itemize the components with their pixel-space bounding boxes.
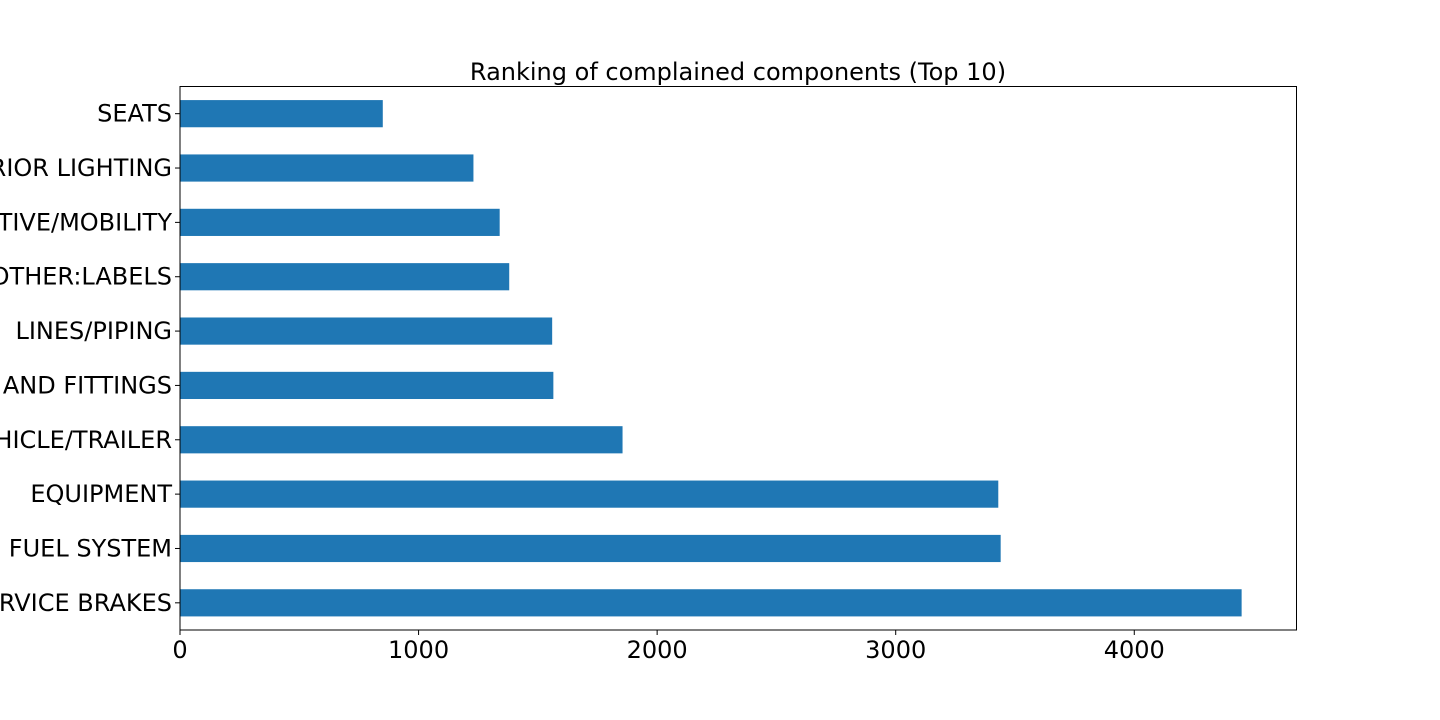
y-tick-label: LINES/PIPING [15, 317, 172, 345]
plot-frame [179, 86, 1297, 631]
chart-title: Ranking of complained components (Top 10… [470, 58, 1006, 86]
y-tick-label: AND FITTINGS [3, 371, 172, 399]
bar [180, 317, 553, 345]
bar [180, 208, 500, 236]
bar [180, 589, 1242, 617]
y-tick-label: HICLE/TRAILER [0, 426, 172, 454]
bar [180, 426, 623, 454]
bar [180, 154, 474, 182]
x-tick-label: 1000 [388, 636, 449, 664]
bars-layer [180, 100, 1242, 617]
x-tick-label: 2000 [627, 636, 688, 664]
y-tick-label: RIOR LIGHTING [0, 154, 172, 182]
y-tick-label: RVICE BRAKES [0, 589, 172, 617]
bar [180, 100, 383, 128]
x-tick-label: 3000 [865, 636, 926, 664]
y-tick-label: SEATS [97, 100, 172, 128]
y-tick-label: TIVE/MOBILITY [0, 208, 172, 236]
bar [180, 263, 510, 291]
y-tick-label: EQUIPMENT [30, 480, 172, 508]
x-tick-label: 0 [172, 636, 187, 664]
ticks-layer: SEATS RIOR LIGHTING TIVE/MOBILITY OTHER:LAB… [0, 100, 1165, 664]
y-tick-label: FUEL SYSTEM [9, 534, 172, 562]
bar [180, 480, 999, 508]
bar [180, 534, 1001, 563]
y-tick-label: OTHER:LABELS [0, 263, 172, 291]
bar [180, 371, 554, 400]
x-tick-label: 4000 [1104, 636, 1165, 664]
